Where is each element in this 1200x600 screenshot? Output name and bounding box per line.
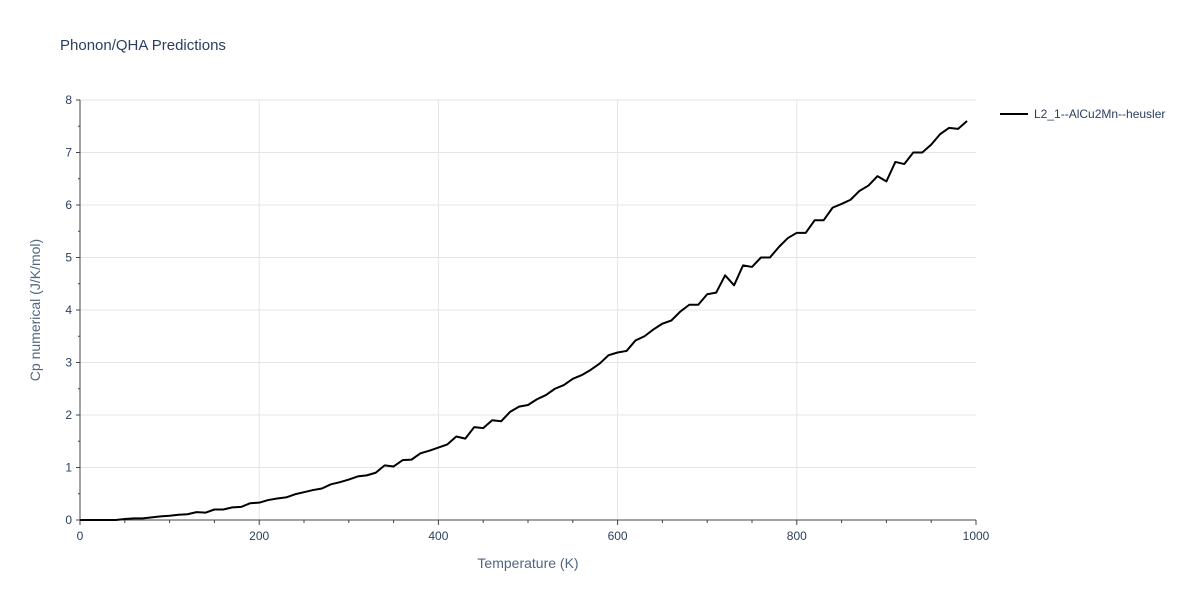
y-tick-label: 4 — [65, 303, 72, 317]
y-tick-label: 1 — [65, 461, 72, 475]
x-tick-label: 400 — [428, 529, 448, 543]
y-tick-label: 8 — [65, 93, 72, 107]
x-tick-label: 800 — [787, 529, 807, 543]
y-tick-label: 6 — [65, 198, 72, 212]
y-tick-label: 3 — [65, 356, 72, 370]
legend-label: L2_1--AlCu2Mn--heusler — [1034, 107, 1165, 121]
y-tick-label: 0 — [65, 513, 72, 527]
y-tick-label: 2 — [65, 408, 72, 422]
series-layer — [80, 120, 968, 521]
x-tick-label: 1000 — [963, 529, 990, 543]
x-tick-label: 0 — [77, 529, 84, 543]
axes: 0 1 2 3 4 5 6 7 8 0 200 400 600 800 1000 — [65, 93, 989, 543]
series-line[interactable] — [80, 120, 968, 521]
legend[interactable]: L2_1--AlCu2Mn--heusler — [1000, 107, 1165, 121]
y-tick-label: 5 — [65, 251, 72, 265]
x-axis-title: Temperature (K) — [477, 555, 578, 571]
x-tick-label: 200 — [249, 529, 269, 543]
y-axis-title: Cp numerical (J/K/mol) — [27, 239, 43, 381]
grid — [80, 99, 976, 520]
chart-title: Phonon/QHA Predictions — [60, 37, 226, 54]
x-tick-label: 600 — [608, 529, 628, 543]
y-tick-label: 7 — [65, 146, 72, 160]
legend-item[interactable]: L2_1--AlCu2Mn--heusler — [1000, 107, 1165, 121]
